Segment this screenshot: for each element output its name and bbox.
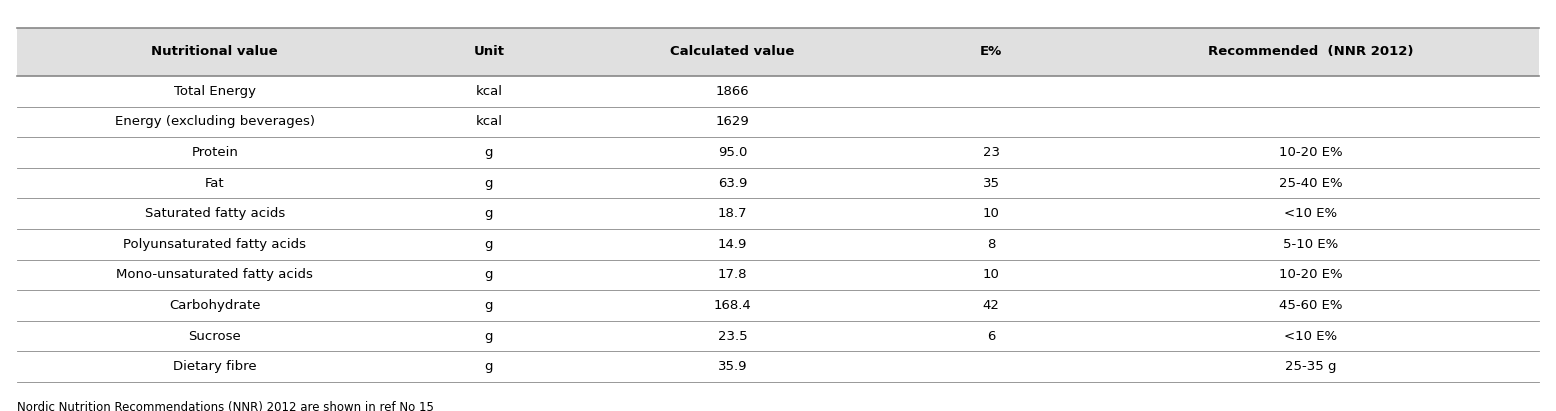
Text: g: g — [484, 360, 493, 373]
Text: 5-10 E%: 5-10 E% — [1284, 238, 1338, 251]
Text: g: g — [484, 330, 493, 342]
Text: Mono-unsaturated fatty acids: Mono-unsaturated fatty acids — [117, 268, 313, 282]
Text: Dietary fibre: Dietary fibre — [173, 360, 257, 373]
Text: Polyunsaturated fatty acids: Polyunsaturated fatty acids — [123, 238, 307, 251]
Text: kcal: kcal — [475, 115, 503, 128]
Text: 23.5: 23.5 — [717, 330, 747, 342]
Text: 8: 8 — [987, 238, 996, 251]
Text: Protein: Protein — [191, 146, 238, 159]
Text: 10-20 E%: 10-20 E% — [1279, 146, 1343, 159]
Text: Energy (excluding beverages): Energy (excluding beverages) — [115, 115, 314, 128]
Text: g: g — [484, 238, 493, 251]
Text: 168.4: 168.4 — [714, 299, 752, 312]
Text: Unit: Unit — [473, 45, 504, 58]
Text: Nordic Nutrition Recommendations (NNR) 2012 are shown in ref No 15: Nordic Nutrition Recommendations (NNR) 2… — [17, 401, 434, 411]
Text: g: g — [484, 177, 493, 189]
Text: 35.9: 35.9 — [717, 360, 747, 373]
Text: 35: 35 — [982, 177, 999, 189]
Text: 10: 10 — [983, 207, 999, 220]
Text: 63.9: 63.9 — [717, 177, 747, 189]
Text: 1629: 1629 — [716, 115, 748, 128]
Text: Sucrose: Sucrose — [188, 330, 241, 342]
Text: <10 E%: <10 E% — [1284, 207, 1337, 220]
Text: E%: E% — [980, 45, 1002, 58]
Text: Recommended  (NNR 2012): Recommended (NNR 2012) — [1207, 45, 1413, 58]
Text: 25-35 g: 25-35 g — [1285, 360, 1337, 373]
Text: Fat: Fat — [205, 177, 224, 189]
Text: Calculated value: Calculated value — [671, 45, 795, 58]
Text: Nutritional value: Nutritional value — [151, 45, 279, 58]
Text: 18.7: 18.7 — [717, 207, 747, 220]
Text: 23: 23 — [982, 146, 999, 159]
Text: g: g — [484, 299, 493, 312]
Text: 1866: 1866 — [716, 85, 748, 98]
Text: g: g — [484, 207, 493, 220]
Text: 45-60 E%: 45-60 E% — [1279, 299, 1343, 312]
Bar — [17, 28, 1539, 76]
Text: 95.0: 95.0 — [717, 146, 747, 159]
Text: 6: 6 — [987, 330, 996, 342]
Text: 25-40 E%: 25-40 E% — [1279, 177, 1343, 189]
Text: kcal: kcal — [475, 85, 503, 98]
Text: 17.8: 17.8 — [717, 268, 747, 282]
Text: 14.9: 14.9 — [717, 238, 747, 251]
Text: 10: 10 — [983, 268, 999, 282]
Text: g: g — [484, 146, 493, 159]
Text: g: g — [484, 268, 493, 282]
Text: Total Energy: Total Energy — [174, 85, 255, 98]
Text: <10 E%: <10 E% — [1284, 330, 1337, 342]
Text: Carbohydrate: Carbohydrate — [170, 299, 260, 312]
Text: 42: 42 — [983, 299, 999, 312]
Text: 10-20 E%: 10-20 E% — [1279, 268, 1343, 282]
Text: Saturated fatty acids: Saturated fatty acids — [145, 207, 285, 220]
